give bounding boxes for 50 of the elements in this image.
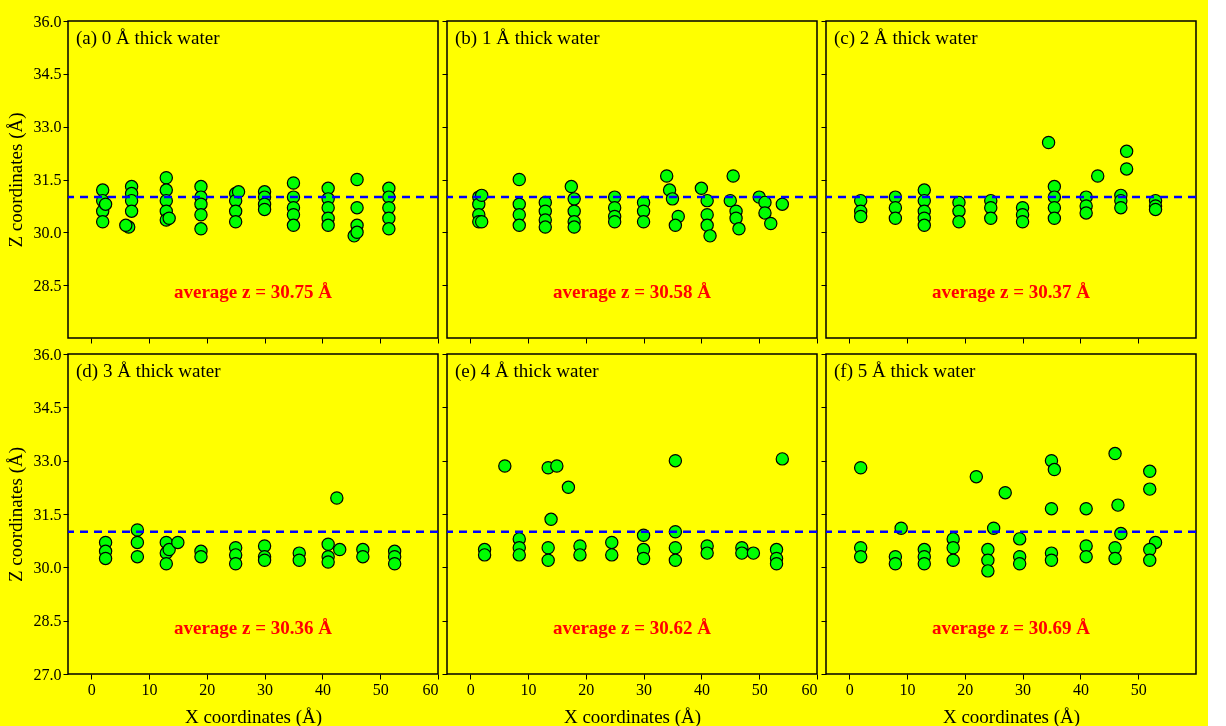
y-tick-label: 30.0 <box>33 223 62 241</box>
y-tick-label: 28.5 <box>33 612 62 630</box>
annotation: average z = 30.58 Å <box>552 281 712 302</box>
x-tick-label: 40 <box>1072 680 1089 698</box>
x-tick-label: 60 <box>422 680 439 698</box>
annotation: (a) 0 Å thick water <box>76 27 221 49</box>
annotation: (f) 5 Å thick water <box>834 360 977 382</box>
annotation: (b) 1 Å thick water <box>455 27 601 49</box>
y-axis-title: Z coordinates (Å) <box>4 446 27 583</box>
x-tick-label: 50 <box>751 680 768 698</box>
annotation: average z = 30.36 Å <box>173 617 333 638</box>
annotation: (e) 4 Å thick water <box>455 360 600 382</box>
x-tick-label: 40 <box>693 680 710 698</box>
annotation: (d) 3 Å thick water <box>76 360 222 382</box>
y-tick-label: 36.0 <box>33 345 62 363</box>
x-tick-label: 0 <box>87 680 96 698</box>
annotation: (c) 2 Å thick water <box>834 27 979 49</box>
x-tick-label: 10 <box>141 680 158 698</box>
x-axis-title: X coordinates (Å) <box>184 705 323 726</box>
x-axis-title: X coordinates (Å) <box>563 705 702 726</box>
y-tick-label: 34.5 <box>33 65 62 83</box>
y-tick-label: 28.5 <box>33 276 62 294</box>
x-tick-label: 20 <box>957 680 974 698</box>
x-tick-label: 30 <box>257 680 274 698</box>
annotation: average z = 30.69 Å <box>931 617 1091 638</box>
annotation: average z = 30.37 Å <box>931 281 1091 302</box>
annotation: average z = 30.75 Å <box>173 281 333 302</box>
y-tick-label: 36.0 <box>33 12 62 30</box>
x-tick-label: 50 <box>1130 680 1147 698</box>
x-axis-title: X coordinates (Å) <box>942 705 1081 726</box>
y-tick-label: 31.5 <box>33 171 62 188</box>
x-tick-label: 10 <box>899 680 916 698</box>
x-tick-label: 0 <box>466 680 475 698</box>
y-tick-label: 34.5 <box>33 398 62 416</box>
annotation: average z = 30.62 Å <box>552 617 712 638</box>
x-tick-label: 50 <box>372 680 389 698</box>
x-tick-label: 30 <box>636 680 653 698</box>
y-tick-label: 31.5 <box>33 505 62 523</box>
x-tick-label: 20 <box>199 680 216 698</box>
y-tick-label: 33.0 <box>33 452 62 470</box>
y-axis-title: Z coordinates (Å) <box>4 112 27 248</box>
y-tick-label: 33.0 <box>33 118 62 136</box>
x-tick-label: 60 <box>801 680 818 698</box>
x-tick-label: 0 <box>845 680 854 698</box>
x-tick-label: 20 <box>578 680 595 698</box>
y-tick-label: 30.0 <box>33 558 62 576</box>
y-tick-label: 27.0 <box>33 665 62 683</box>
x-tick-label: 40 <box>314 680 331 698</box>
x-tick-label: 30 <box>1015 680 1032 698</box>
x-tick-label: 10 <box>520 680 537 698</box>
